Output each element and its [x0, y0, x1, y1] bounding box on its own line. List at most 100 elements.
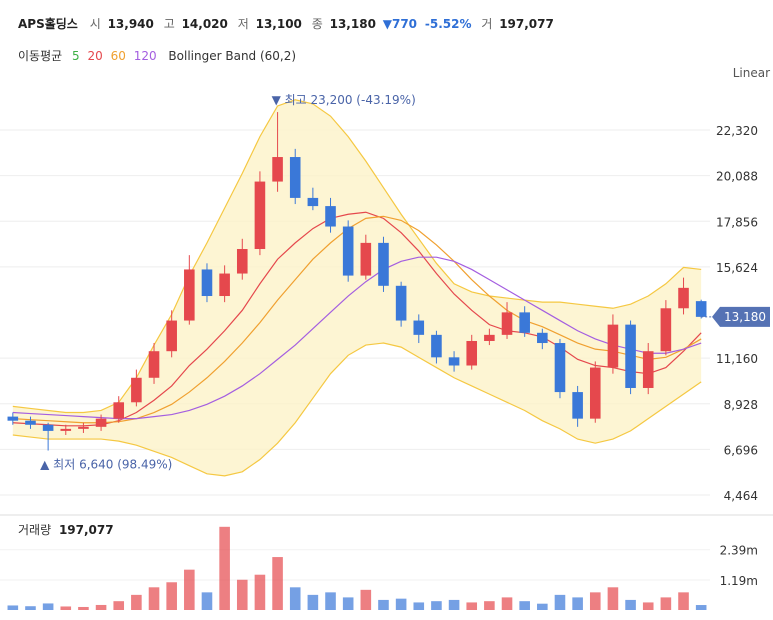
candle-body: [148, 351, 160, 378]
volume-bar: [642, 602, 654, 610]
indicator-legend: 이동평균 5 20 60 120 Bollinger Band (60,2): [18, 49, 296, 63]
volume-tick-label: 1.19m: [720, 574, 758, 588]
volume-bar: [484, 601, 495, 610]
value: 13,100: [256, 17, 302, 31]
candle-body: [395, 285, 407, 321]
change: ▼770: [383, 17, 417, 31]
candle-body: [625, 324, 636, 388]
candle-body: [589, 367, 601, 419]
band-upper: [12, 99, 702, 414]
candle-body: [325, 206, 336, 227]
volume-bar: [395, 598, 407, 610]
volume-bar: [289, 587, 301, 610]
candle-body: [342, 226, 354, 276]
y-tick-label: 6,696: [724, 443, 758, 457]
candle-body: [219, 273, 230, 297]
candle-body: [95, 418, 107, 427]
y-tick-label: 4,464: [724, 489, 758, 503]
candle-body: [254, 181, 266, 250]
volume-bar: [572, 597, 583, 610]
legend-entry: 120: [134, 49, 157, 63]
volume-bar: [95, 604, 107, 610]
volume-bar: [184, 569, 195, 610]
value: 197,077: [59, 523, 114, 537]
price-tag: [712, 306, 770, 327]
band-lower: [12, 342, 702, 477]
volume-bar: [60, 606, 72, 610]
candle-body: [431, 334, 442, 358]
stock-name: APS홀딩스: [18, 16, 78, 31]
volume-bar: [307, 594, 319, 610]
volume-bar: [607, 587, 619, 610]
y-tick-label: 22,320: [716, 124, 758, 138]
volume-bar: [113, 601, 125, 610]
volume-tick-label: 2.39m: [720, 544, 758, 558]
y-tick-label: 20,088: [716, 170, 758, 184]
candle-body: [289, 157, 301, 198]
volume-bar: [537, 603, 548, 610]
volume-bar: [431, 601, 442, 610]
scale-mode: Linear: [733, 66, 770, 80]
legend-entry: 5: [72, 49, 80, 63]
volume-bar: [466, 602, 478, 610]
volume-bar: [448, 599, 460, 610]
candle-body: [378, 242, 389, 286]
candle-body: [642, 351, 654, 388]
volume-bar: [131, 594, 142, 610]
label: 시: [90, 17, 101, 31]
volume-bar: [554, 594, 566, 610]
label: 거래량: [18, 523, 51, 537]
header: APS홀딩스 시 13,940 고 14,020 저 13,100 종 13,1…: [18, 16, 554, 31]
value: 13,180: [330, 17, 376, 31]
candle-body: [113, 402, 125, 419]
volume-bar: [42, 603, 54, 610]
candle-body: [660, 308, 672, 352]
moving-average: [12, 211, 702, 427]
volume-bar: [660, 597, 672, 610]
candle-body: [607, 324, 619, 368]
volume-bar: [342, 597, 354, 610]
volume-bar: [625, 599, 636, 610]
label: 종: [312, 17, 323, 31]
y-tick-label: 17,856: [716, 215, 758, 229]
candle-body: [25, 420, 36, 425]
value: 13,940: [108, 17, 154, 31]
candle-body: [678, 287, 689, 309]
volume-bar: [325, 592, 336, 610]
candle-body: [166, 320, 177, 352]
label: 저: [238, 17, 249, 31]
label: 고: [164, 17, 175, 31]
candle-body: [484, 334, 495, 341]
candle-body: [466, 340, 478, 366]
volume-bar: [236, 579, 248, 610]
volume-bar: [254, 574, 266, 610]
candle-body: [554, 343, 566, 393]
candle-body: [572, 392, 583, 419]
value: 14,020: [182, 17, 228, 31]
volume-bar: [148, 587, 160, 610]
volume-bar: [413, 602, 425, 610]
volume-bar: [201, 592, 213, 610]
volume-bar: [7, 605, 19, 610]
volume-bar: [695, 605, 707, 610]
legend-entry: 20: [87, 49, 102, 63]
band-fill: [12, 99, 702, 476]
volume-bar: [501, 597, 513, 610]
price-tag-label: 13,180: [724, 310, 766, 324]
candle-body: [236, 249, 248, 274]
value: 197,077: [499, 17, 554, 31]
volume-bar: [219, 526, 230, 610]
volume-bar: [519, 601, 530, 610]
y-tick-label: 11,160: [716, 352, 758, 366]
legend-entry: Bollinger Band (60,2): [168, 49, 296, 63]
moving-average: [12, 256, 702, 420]
candle-body: [360, 242, 372, 276]
volume-bar: [272, 557, 283, 610]
volume-bar: [378, 599, 389, 610]
volume-bar: [25, 606, 36, 610]
candle-body: [519, 312, 530, 333]
candle-body: [501, 312, 513, 335]
candle-body: [272, 157, 283, 182]
volume-bar: [166, 582, 177, 610]
